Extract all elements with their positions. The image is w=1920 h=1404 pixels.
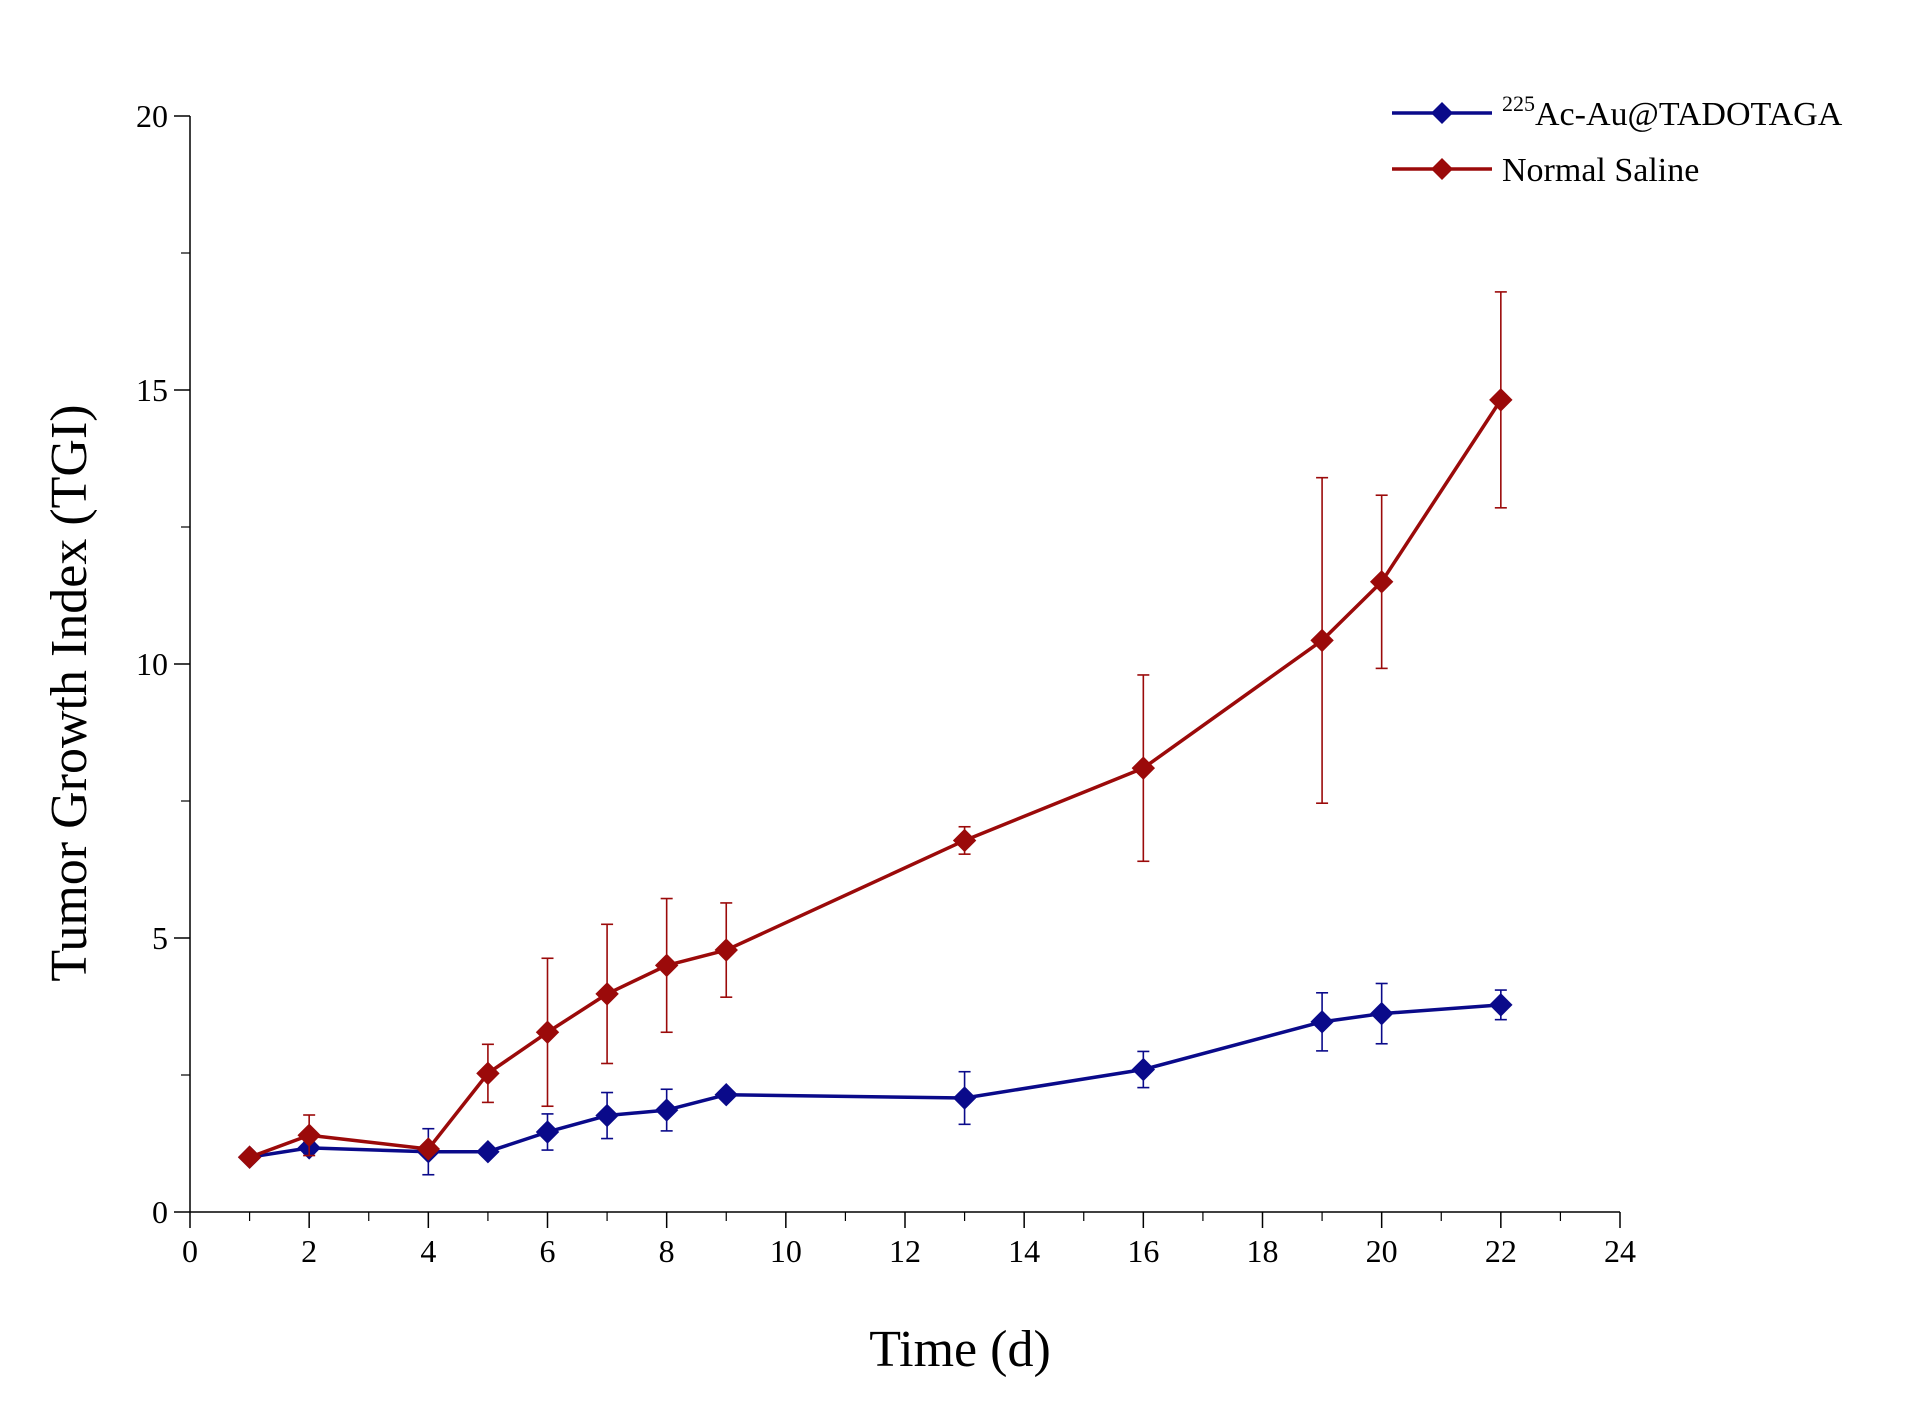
data-point bbox=[1369, 570, 1394, 594]
data-point bbox=[535, 1120, 560, 1144]
series-1 bbox=[237, 291, 1513, 1169]
data-point bbox=[416, 1137, 441, 1161]
x-tick-label: 12 bbox=[889, 1233, 921, 1269]
data-point bbox=[1310, 628, 1334, 653]
x-tick-label: 6 bbox=[540, 1233, 556, 1269]
y-axis-ticks: 0 5 10 15 20 bbox=[136, 98, 190, 1230]
series-line bbox=[249, 1003, 1501, 1159]
data-point bbox=[476, 1140, 500, 1164]
x-tick-label: 10 bbox=[770, 1233, 802, 1269]
legend-name: Ac-Au@TADOTAGA bbox=[1535, 96, 1843, 133]
minor-ticks bbox=[181, 252, 1562, 1221]
y-tick-label: 15 bbox=[136, 372, 168, 408]
legend-marker bbox=[1431, 102, 1453, 124]
data-point bbox=[714, 1083, 738, 1107]
data-point bbox=[237, 1145, 262, 1169]
series-line bbox=[248, 398, 1503, 1159]
y-tick-label: 10 bbox=[136, 646, 168, 682]
data-point bbox=[535, 1020, 560, 1044]
data-point bbox=[1489, 388, 1513, 412]
x-tick-label: 0 bbox=[182, 1233, 198, 1269]
data-point bbox=[595, 982, 619, 1006]
y-tick-label: 20 bbox=[136, 98, 168, 134]
x-tick-label: 2 bbox=[301, 1233, 317, 1269]
legend: 225Ac-Au@TADOTAGA Normal Saline bbox=[1392, 91, 1843, 189]
y-tick-label: 5 bbox=[152, 920, 168, 956]
legend-label: Normal Saline bbox=[1502, 152, 1699, 189]
data-point bbox=[1131, 756, 1156, 780]
legend-superscript: 225 bbox=[1502, 91, 1535, 116]
legend-item-0: 225Ac-Au@TADOTAGA bbox=[1392, 91, 1843, 133]
x-tick-label: 14 bbox=[1008, 1233, 1040, 1269]
x-tick-label: 20 bbox=[1366, 1233, 1398, 1269]
data-point bbox=[1369, 1001, 1394, 1026]
data-point bbox=[654, 953, 679, 978]
y-axis-title: Tumor Growth Index (TGI) bbox=[41, 404, 98, 981]
x-tick-label: 18 bbox=[1247, 1233, 1279, 1269]
data-point bbox=[1489, 993, 1513, 1017]
series-layer bbox=[237, 291, 1513, 1176]
x-axis-title: Time (d) bbox=[869, 1321, 1051, 1378]
x-tick-label: 22 bbox=[1485, 1233, 1517, 1269]
data-point bbox=[1131, 1057, 1156, 1082]
legend-item-1: Normal Saline bbox=[1392, 152, 1699, 189]
x-tick-label: 8 bbox=[659, 1233, 675, 1269]
data-point bbox=[595, 1103, 619, 1128]
x-tick-label: 4 bbox=[420, 1233, 436, 1269]
legend-label: 225Ac-Au@TADOTAGA bbox=[1502, 91, 1843, 133]
y-tick-label: 0 bbox=[152, 1194, 168, 1230]
data-point bbox=[952, 828, 977, 853]
x-axis-ticks: 0 2 4 6 8 10 12 14 16 18 20 22 24 bbox=[182, 1212, 1636, 1269]
x-tick-label: 16 bbox=[1127, 1233, 1159, 1269]
legend-marker bbox=[1431, 158, 1453, 180]
data-point bbox=[714, 938, 738, 962]
x-tick-label: 24 bbox=[1604, 1233, 1636, 1269]
data-point bbox=[952, 1086, 977, 1110]
axes bbox=[189, 116, 1620, 1213]
data-point bbox=[1310, 1010, 1334, 1034]
data-point bbox=[476, 1061, 500, 1086]
data-point bbox=[297, 1123, 321, 1147]
data-point bbox=[654, 1098, 679, 1122]
